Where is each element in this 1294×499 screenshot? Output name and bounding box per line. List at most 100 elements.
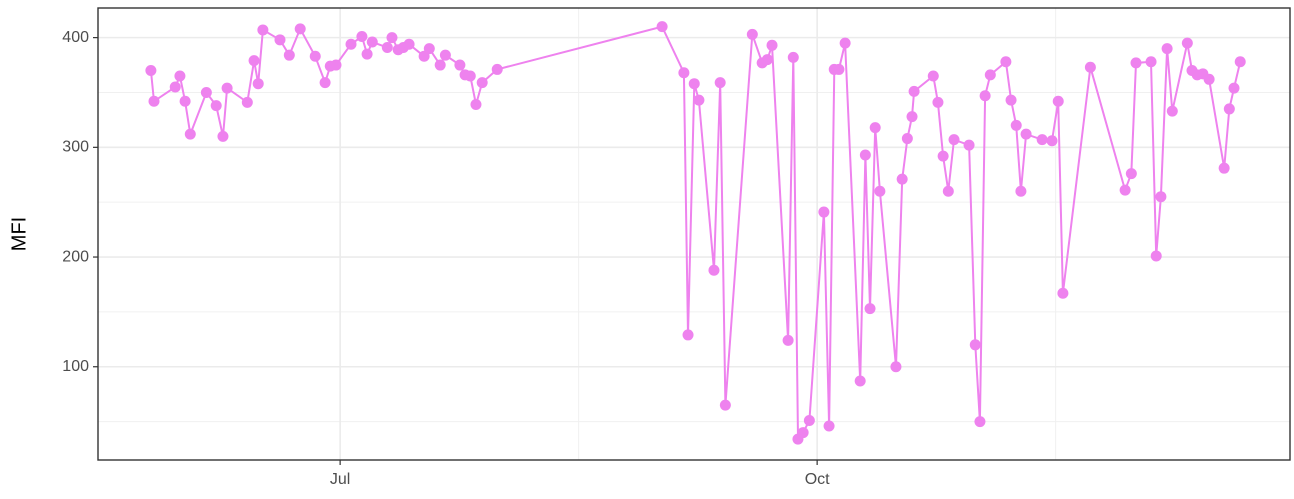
data-point [979, 90, 991, 102]
data-point [942, 185, 954, 197]
data-point [969, 339, 981, 351]
data-point [1161, 43, 1173, 55]
data-point [714, 77, 726, 89]
data-point [252, 78, 264, 90]
data-point [319, 77, 331, 89]
data-point [1228, 82, 1240, 94]
data-point [145, 65, 157, 77]
data-point [148, 95, 160, 107]
data-point [1010, 119, 1022, 131]
data-point [309, 50, 321, 62]
data-point [1150, 250, 1162, 262]
data-point [1046, 135, 1058, 147]
data-point [381, 41, 393, 53]
data-point [169, 81, 181, 93]
data-point [782, 334, 794, 346]
y-tick-label: 100 [62, 358, 89, 375]
data-point [403, 38, 415, 50]
data-point [823, 420, 835, 432]
data-point [839, 37, 851, 49]
data-point [361, 48, 373, 60]
data-point [803, 415, 815, 427]
data-point [283, 49, 295, 61]
data-point [719, 399, 731, 411]
data-point [818, 206, 830, 218]
data-point [963, 139, 975, 151]
data-point [1119, 184, 1131, 196]
data-point [678, 67, 690, 79]
data-point [434, 59, 446, 71]
data-point [210, 100, 222, 112]
data-point [693, 94, 705, 106]
data-point [345, 38, 357, 50]
data-point [896, 173, 908, 185]
data-point [927, 70, 939, 82]
panel-border [97, 7, 1291, 461]
data-point [874, 185, 886, 197]
data-point [221, 82, 233, 94]
data-point [294, 23, 306, 35]
data-point [787, 51, 799, 63]
data-point [854, 375, 866, 387]
data-point [974, 416, 986, 428]
data-point [423, 43, 435, 55]
data-point [470, 99, 482, 111]
x-tick-label: Oct [805, 471, 830, 488]
data-point [174, 70, 186, 82]
data-point [1145, 56, 1157, 68]
data-point [386, 32, 398, 44]
data-point [1020, 128, 1032, 140]
data-point [248, 55, 260, 67]
data-point [901, 133, 913, 145]
data-point [1166, 105, 1178, 117]
y-axis-label: MFI [8, 217, 30, 251]
data-point [1234, 56, 1246, 68]
x-tick-label: Jul [330, 471, 350, 488]
data-point [491, 63, 503, 75]
data-point [908, 85, 920, 97]
data-point [890, 361, 902, 373]
data-point [869, 122, 881, 134]
data-point [1130, 57, 1142, 69]
data-point [464, 70, 476, 82]
data-point [476, 77, 488, 89]
data-point [1015, 185, 1027, 197]
data-point [864, 303, 876, 315]
data-point [439, 49, 451, 61]
data-point [217, 130, 229, 142]
data-point [932, 96, 944, 108]
data-point [1052, 95, 1064, 107]
data-point [984, 69, 996, 81]
data-point [200, 86, 212, 98]
data-point [1036, 134, 1048, 146]
data-point [330, 59, 342, 71]
data-point [766, 39, 778, 51]
y-tick-label: 300 [62, 139, 89, 156]
data-point [1000, 56, 1012, 68]
data-point [688, 78, 700, 90]
data-point [1125, 168, 1137, 180]
data-point [454, 59, 466, 71]
data-point [833, 63, 845, 75]
data-point [708, 264, 720, 276]
data-point [1005, 94, 1017, 106]
data-point [184, 128, 196, 140]
data-point [257, 24, 269, 36]
data-point [948, 134, 960, 146]
data-point [656, 21, 668, 33]
data-point [274, 34, 286, 46]
data-point [797, 427, 809, 439]
y-tick-label: 400 [62, 29, 89, 46]
data-point [859, 149, 871, 161]
data-point [356, 31, 368, 43]
data-point [241, 96, 253, 108]
data-point [937, 150, 949, 162]
data-point [1223, 103, 1235, 115]
data-point [1084, 61, 1096, 73]
data-point [1218, 162, 1230, 174]
data-point [906, 111, 918, 123]
data-point [682, 329, 694, 341]
data-point [179, 95, 191, 107]
